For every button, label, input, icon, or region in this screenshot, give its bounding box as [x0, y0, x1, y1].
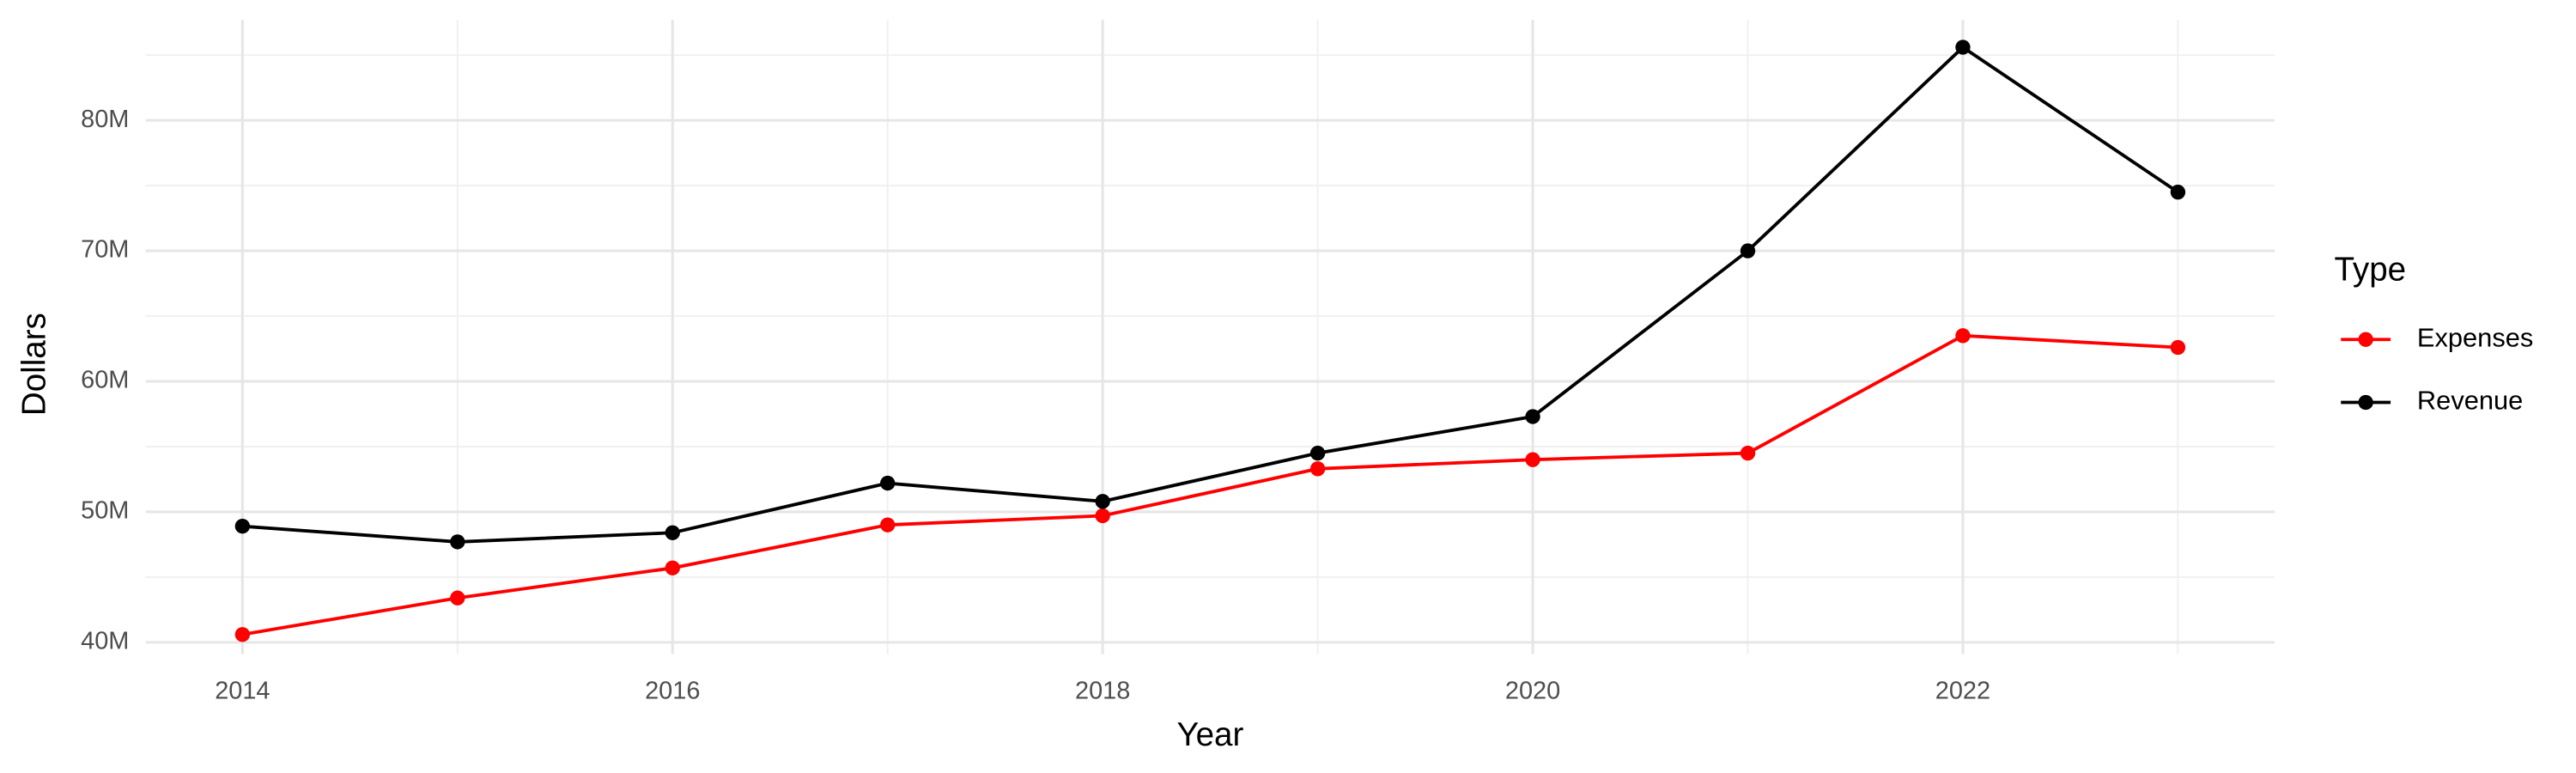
data-point: [2170, 185, 2186, 200]
data-point: [234, 518, 251, 534]
y-tick-label: 80M: [81, 106, 129, 133]
data-point: [450, 534, 465, 550]
data-point: [880, 475, 896, 491]
x-axis-title: Year: [1176, 716, 1243, 753]
legend-marker: [2358, 394, 2373, 411]
y-tick-label: 50M: [81, 497, 129, 525]
x-tick-label: 2014: [215, 678, 270, 705]
y-tick-label: 40M: [81, 628, 129, 655]
x-tick-label: 2016: [645, 678, 700, 705]
x-tick-label: 2018: [1075, 678, 1130, 705]
legend-marker: [2358, 332, 2373, 347]
data-point: [1740, 445, 1756, 461]
x-tick-label: 2020: [1505, 678, 1560, 705]
y-tick-label: 60M: [81, 367, 129, 394]
data-point: [665, 560, 680, 575]
data-point: [1740, 243, 1756, 259]
data-point: [234, 627, 251, 642]
data-point: [450, 590, 465, 606]
data-point: [1525, 452, 1540, 467]
series-line: [242, 333, 2178, 636]
data-point: [1095, 508, 1110, 524]
x-tick-label: 2022: [1935, 678, 1990, 705]
data-point: [2170, 339, 2186, 356]
data-point: [665, 525, 680, 540]
data-point: [1955, 328, 1971, 344]
data-point: [880, 517, 896, 533]
data-point: [1955, 40, 1971, 55]
data-point: [1309, 445, 1326, 461]
y-tick-label: 70M: [81, 236, 129, 264]
legend-title: Type: [2335, 251, 2407, 288]
data-point: [1309, 461, 1326, 477]
legend-label: Expenses: [2417, 322, 2533, 352]
data-point: [1525, 409, 1540, 424]
data-point: [1095, 494, 1110, 509]
y-axis-title: Dollars: [16, 313, 53, 416]
series-line: [242, 45, 2179, 544]
legend-label: Revenue: [2417, 386, 2523, 416]
